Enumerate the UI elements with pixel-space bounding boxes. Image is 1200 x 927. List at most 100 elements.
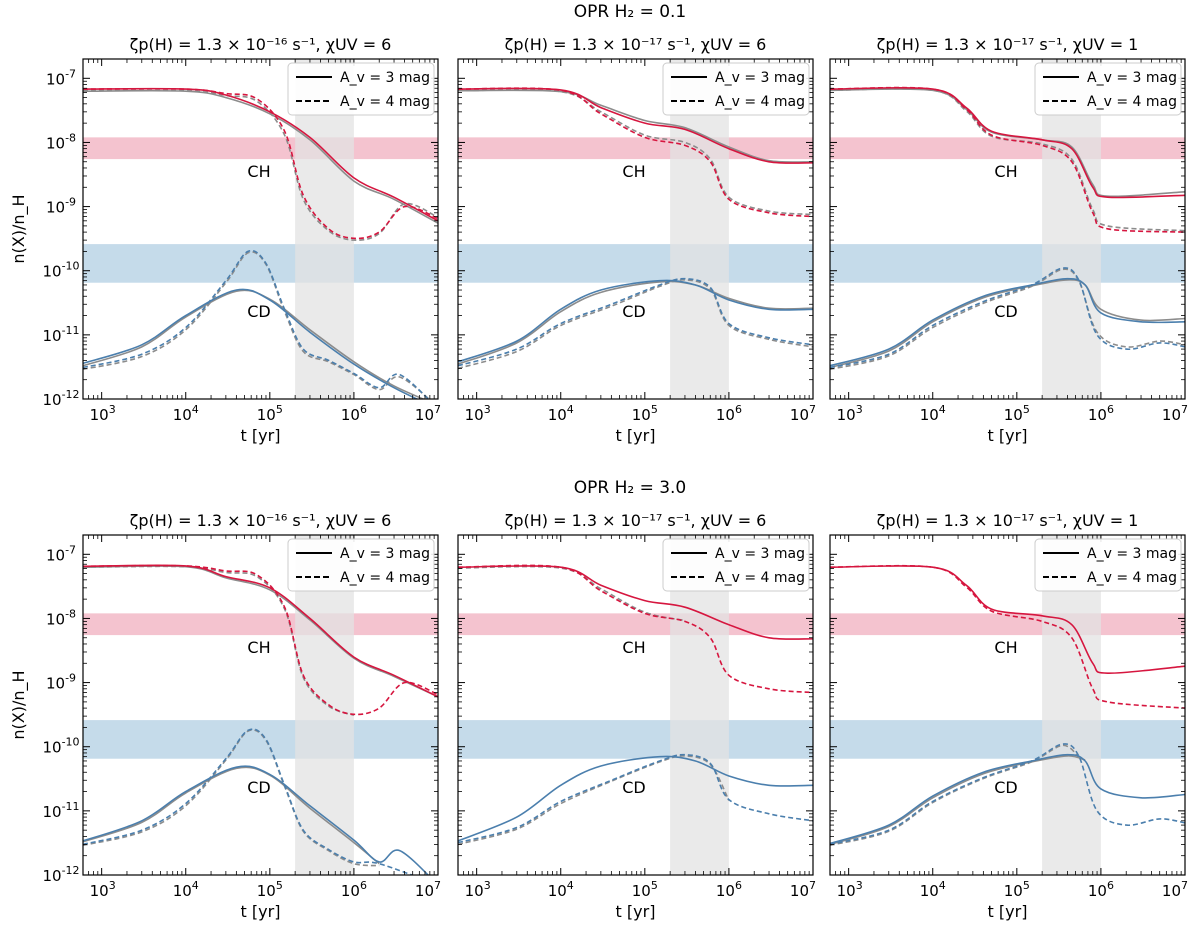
panel-1-2: 103 104 105 106 107 ζp(H) = 1.3 × 10⁻¹⁷ s⁻¹, … (829, 511, 1188, 921)
y-tick-label: 10-9 (46, 196, 76, 217)
x-tick-label: 106 (341, 403, 367, 424)
series-line (830, 743, 1185, 846)
time-range-band (295, 535, 354, 875)
series-line (83, 729, 380, 867)
x-tick-label: 103 (465, 879, 491, 900)
cd-label: CD (247, 778, 271, 797)
series-line (83, 564, 438, 698)
ch-observed-band (830, 613, 1185, 636)
ch-label: CH (994, 638, 1017, 657)
axes-frame (829, 58, 1186, 400)
legend: A_v = 3 mag A_v = 4 mag (1034, 538, 1182, 592)
series-line (830, 279, 1185, 369)
cd-label: CD (994, 778, 1018, 797)
x-tick-label: 103 (837, 403, 863, 424)
x-tick-label: 107 (1162, 403, 1188, 424)
legend-dashed-label: A_v = 4 mag (340, 570, 430, 586)
x-tick-label: 107 (1162, 879, 1188, 900)
x-tick-label: 104 (920, 879, 946, 900)
series-line (83, 766, 380, 865)
series-line (83, 565, 355, 716)
series-line (458, 89, 813, 216)
x-axis-label: t [yr] (616, 426, 656, 445)
y-tick-label: 10-7 (46, 67, 76, 88)
x-tick-label: 105 (257, 879, 283, 900)
x-tick-label: 104 (548, 403, 574, 424)
cd-observed-band (830, 244, 1185, 283)
legend: A_v = 3 mag A_v = 4 mag (287, 538, 435, 592)
legend-solid-label: A_v = 3 mag (1087, 70, 1177, 86)
time-range-band (1042, 535, 1101, 875)
panel-title: ζp(H) = 1.3 × 10⁻¹⁶ s⁻¹, χUV = 6 (130, 511, 392, 530)
panel-0-1: 103 104 105 106 107 ζp(H) = 1.3 × 10⁻¹⁷ s⁻¹, … (457, 35, 816, 445)
series-line (830, 755, 1086, 846)
series-line (83, 288, 419, 399)
x-tick-label: 103 (90, 403, 116, 424)
panel-0-2: 103 104 105 106 107 ζp(H) = 1.3 × 10⁻¹⁷ s⁻¹, … (829, 35, 1188, 445)
legend-solid-label: A_v = 3 mag (340, 70, 430, 86)
panel-title: ζp(H) = 1.3 × 10⁻¹⁷ s⁻¹, χUV = 6 (505, 35, 767, 54)
x-tick-label: 107 (790, 403, 816, 424)
x-axis-label: t [yr] (988, 426, 1028, 445)
panel-title: ζp(H) = 1.3 × 10⁻¹⁷ s⁻¹, χUV = 1 (877, 511, 1139, 530)
x-tick-label: 105 (1004, 879, 1030, 900)
legend-dashed-label: A_v = 4 mag (340, 94, 430, 110)
x-tick-label: 106 (716, 403, 742, 424)
row-title-bottom: OPR H₂ = 3.0 (574, 478, 687, 498)
series-line (458, 280, 813, 365)
axes-frame (829, 534, 1186, 876)
x-tick-label: 104 (173, 879, 199, 900)
cd-label: CD (622, 302, 646, 321)
ch-observed-band (458, 137, 813, 160)
y-tick-label: 10-12 (42, 864, 79, 885)
series-group (458, 564, 813, 846)
y-tick-label: 10-8 (46, 607, 76, 628)
cd-observed-band (83, 244, 438, 283)
series-line (458, 87, 813, 164)
series-group (830, 564, 1185, 847)
series-line (830, 86, 1185, 233)
panel-0-0: 103 104 105 106 107 10-12 10-11 10-10 10-9 10-8 10… (9, 35, 441, 445)
ch-observed-band (458, 613, 813, 636)
panel-title: ζp(H) = 1.3 × 10⁻¹⁷ s⁻¹, χUV = 6 (505, 511, 767, 530)
x-tick-label: 106 (1088, 403, 1114, 424)
ch-observed-band (830, 137, 1185, 160)
legend: A_v = 3 mag A_v = 4 mag (1034, 62, 1182, 116)
time-range-band (670, 59, 729, 399)
series-line (830, 744, 1080, 847)
x-tick-label: 106 (716, 879, 742, 900)
series-line (83, 564, 438, 716)
time-range-band (1042, 59, 1101, 399)
legend-solid-label: A_v = 3 mag (715, 70, 805, 86)
series-group (83, 564, 438, 875)
x-axis-label: t [yr] (241, 426, 281, 445)
ch-label: CH (247, 162, 270, 181)
panel-1-0: 103 104 105 106 107 10-12 10-11 10-10 10-9 10-8 10… (9, 511, 441, 921)
series-line (830, 267, 1185, 369)
series-line (830, 753, 1185, 845)
y-axis-label: n(X)/n_H (9, 194, 29, 263)
cd-label: CD (622, 778, 646, 797)
legend: A_v = 3 mag A_v = 4 mag (662, 538, 810, 592)
axes-frame (82, 534, 439, 876)
cd-observed-band (458, 244, 813, 283)
series-line (458, 277, 813, 367)
time-range-band (670, 535, 729, 875)
series-line (458, 564, 813, 694)
cd-observed-band (458, 720, 813, 759)
y-tick-label: 10-10 (42, 736, 79, 757)
legend-solid-label: A_v = 3 mag (715, 546, 805, 562)
series-line (83, 87, 438, 222)
x-tick-label: 103 (465, 403, 491, 424)
series-line (830, 86, 1185, 199)
x-tick-label: 104 (920, 403, 946, 424)
series-line (83, 728, 415, 875)
panel-1-1: 103 104 105 106 107 ζp(H) = 1.3 × 10⁻¹⁷ s⁻¹, … (457, 511, 816, 921)
panel-title: ζp(H) = 1.3 × 10⁻¹⁷ s⁻¹, χUV = 1 (877, 35, 1139, 54)
x-tick-label: 106 (1088, 879, 1114, 900)
x-tick-label: 107 (415, 403, 441, 424)
series-line (83, 87, 438, 240)
series-line (830, 277, 1185, 367)
series-line (83, 765, 430, 875)
series-line (830, 565, 1185, 675)
